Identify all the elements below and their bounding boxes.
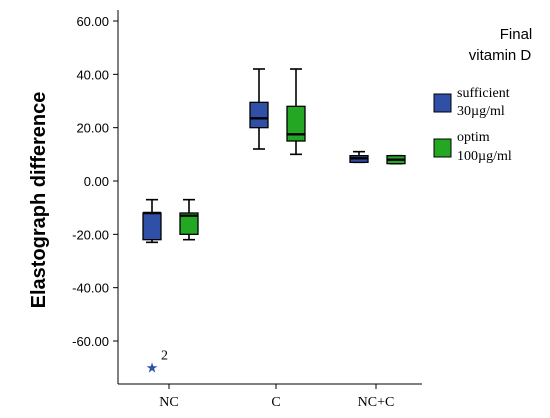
legend-title-line1: Final xyxy=(500,26,533,43)
legend-label-line2: 30µg/ml xyxy=(457,104,505,119)
box-NC-series-0 xyxy=(142,198,162,244)
box-NC-series-1 xyxy=(179,198,199,241)
legend-title-line2: vitamin D xyxy=(469,47,532,64)
box-rect xyxy=(142,212,162,241)
y-tick-label: 0.00 xyxy=(84,174,109,189)
box-rect xyxy=(286,105,306,142)
box-NC+C-series-0 xyxy=(349,150,369,164)
legend-label-line2: 100µg/ml xyxy=(457,149,512,164)
y-tick-label: -20.00 xyxy=(72,227,109,242)
legend-label-line1: optim xyxy=(457,130,490,145)
box-rect xyxy=(179,212,199,235)
x-tick-label: NC xyxy=(159,395,178,410)
box-rect xyxy=(249,101,269,129)
y-tick-label: 20.00 xyxy=(76,121,109,136)
y-tick-label: -60.00 xyxy=(72,334,109,349)
x-tick-label: C xyxy=(271,395,280,410)
y-tick-label: -40.00 xyxy=(72,281,109,296)
box-NC+C-series-1 xyxy=(386,154,406,165)
legend: Final vitamin D sufficient 30µg/ml optim 100µ… xyxy=(433,26,533,164)
box-C-series-0 xyxy=(249,68,269,150)
box-C-series-1 xyxy=(286,68,306,156)
outlier-label: 2 xyxy=(161,349,168,364)
y-tick-label: 40.00 xyxy=(76,67,109,82)
legend-label-line1: sufficient xyxy=(457,86,510,101)
legend-swatch xyxy=(433,138,452,158)
y-axis-title: Elastograph difference xyxy=(28,92,50,309)
y-tick-label: 60.00 xyxy=(76,14,109,29)
axes-layer: -60.00 -40.00 -20.00 0.00 20.00 40.00 60.00 Ela… xyxy=(28,10,422,410)
outlier-star-marker: ★ xyxy=(146,361,159,377)
x-tick-label: NC+C xyxy=(358,395,395,410)
legend-swatch xyxy=(433,93,452,113)
boxes-layer: ★2 xyxy=(142,68,406,377)
